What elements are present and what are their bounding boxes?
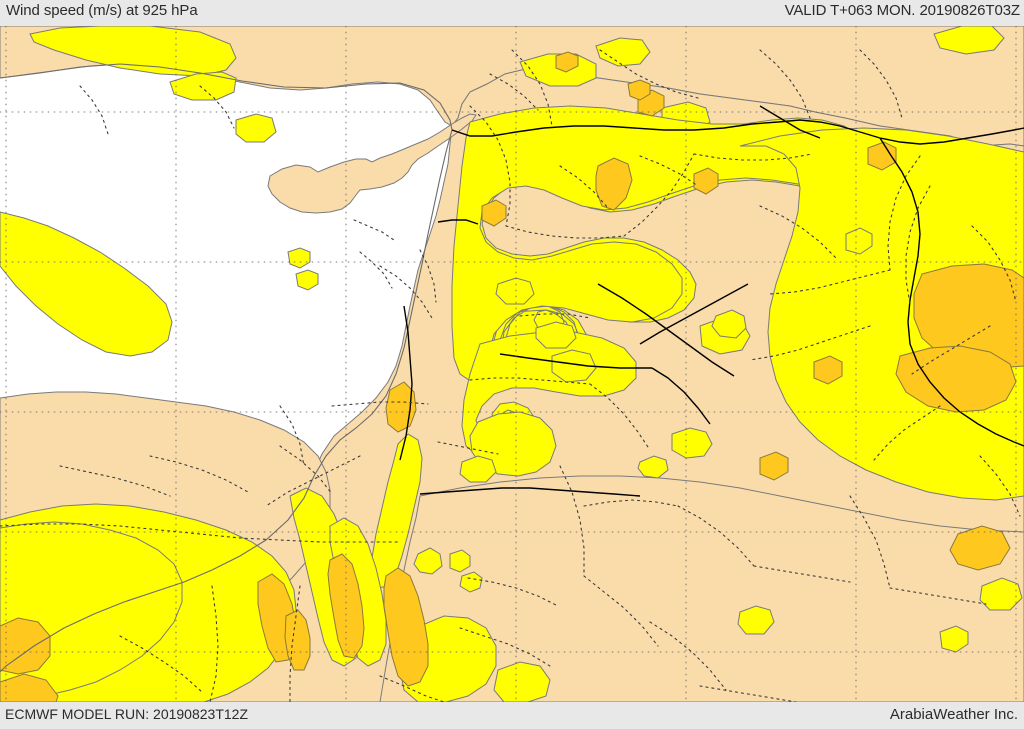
coastline-layer: [0, 63, 453, 673]
country-border-layer: [399, 105, 1024, 497]
valid-time-label: VALID T+063 MON. 20190826T03Z: [784, 2, 1021, 19]
provider-label: ArabiaWeather Inc.: [889, 706, 1018, 723]
wind-contour-level-2: [0, 51, 1024, 702]
page-title: Wind speed (m/s) at 925 hPa: [6, 2, 198, 19]
grid-layer: [0, 26, 1024, 702]
map-canvas[interactable]: [0, 26, 1024, 702]
header-bar: Wind speed (m/s) at 925 hPa VALID T+063 …: [0, 0, 1024, 26]
land-cyprus: [267, 113, 477, 214]
footer-bar: ECMWF MODEL RUN: 20190823T12Z ArabiaWeat…: [0, 702, 1024, 729]
admin-border-layer: [0, 49, 1021, 702]
map-svg: [0, 26, 1024, 702]
wind-contour-level-1: [0, 26, 1024, 702]
model-run-label: ECMWF MODEL RUN: 20190823T12Z: [5, 706, 248, 722]
